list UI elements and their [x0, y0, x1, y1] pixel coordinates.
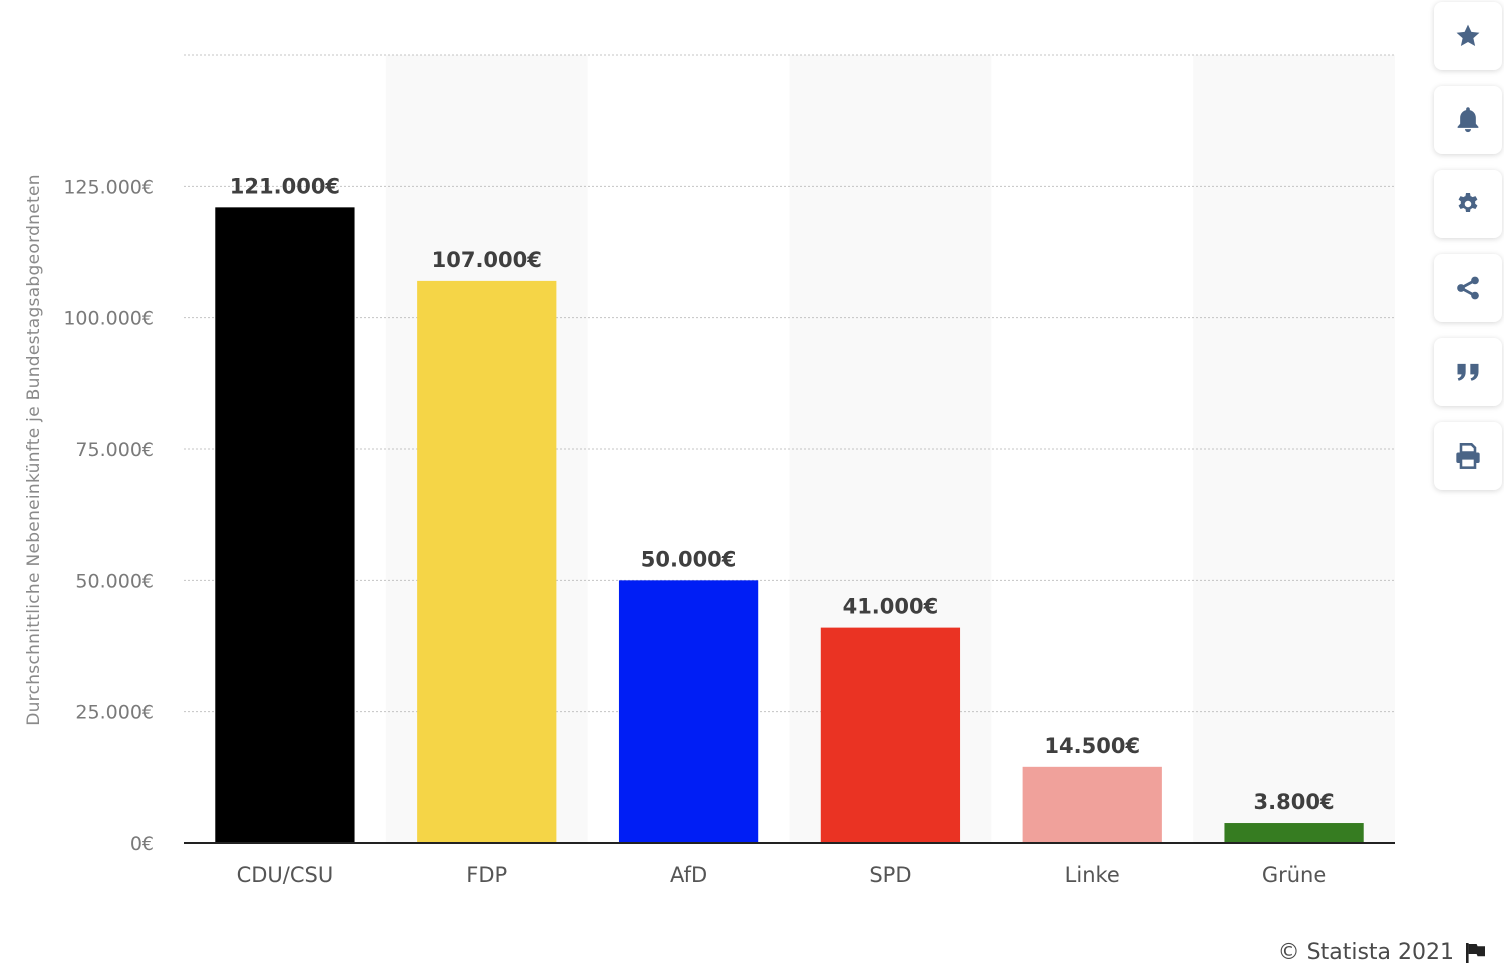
y-tick-label: 25.000€: [75, 702, 154, 724]
y-axis-title: Durchschnittliche Nebeneinkünfte je Bund…: [24, 174, 44, 726]
quote-icon: [1454, 358, 1482, 386]
cite-button[interactable]: [1434, 338, 1502, 406]
y-tick-label: 100.000€: [63, 308, 154, 330]
data-label: 107.000€: [432, 248, 542, 272]
bar: [820, 627, 961, 843]
share-button[interactable]: [1434, 254, 1502, 322]
bar: [417, 280, 557, 844]
copyright-text: © Statista 2021: [1277, 940, 1454, 965]
x-tick-label: FDP: [466, 863, 507, 887]
x-tick-label: AfD: [670, 863, 707, 887]
y-tick-label: 50.000€: [75, 570, 154, 592]
x-tick-label: CDU/CSU: [237, 863, 334, 887]
y-tick-label: 125.000€: [63, 176, 154, 198]
data-label: 14.500€: [1044, 734, 1140, 758]
printer-icon: [1454, 442, 1482, 470]
favorite-button[interactable]: [1434, 2, 1502, 70]
bar: [618, 580, 759, 843]
notification-button[interactable]: [1434, 86, 1502, 154]
data-label: 121.000€: [230, 174, 340, 198]
x-tick-label: SPD: [869, 863, 911, 887]
flag-icon[interactable]: [1464, 941, 1488, 965]
bar: [1224, 823, 1364, 843]
x-tick-label: Linke: [1065, 863, 1120, 887]
footer: © Statista 2021: [1278, 940, 1488, 965]
bar: [1022, 766, 1162, 843]
gear-icon: [1454, 190, 1482, 218]
bar: [215, 207, 355, 843]
print-button[interactable]: [1434, 422, 1502, 490]
data-label: 3.800€: [1254, 790, 1335, 814]
star-icon: [1454, 22, 1482, 50]
y-tick-label: 75.000€: [75, 439, 154, 461]
share-icon: [1454, 274, 1482, 302]
data-label: 41.000€: [843, 595, 939, 619]
y-tick-label: 0€: [130, 833, 154, 855]
x-tick-label: Grüne: [1262, 863, 1326, 887]
data-label: 50.000€: [641, 547, 737, 571]
bell-icon: [1454, 105, 1482, 135]
settings-button[interactable]: [1434, 170, 1502, 238]
bar-chart: 0€ 25.000€ 50.000€ 75.000€ 100.000€ 125.000€ 1…: [63, 54, 1395, 887]
